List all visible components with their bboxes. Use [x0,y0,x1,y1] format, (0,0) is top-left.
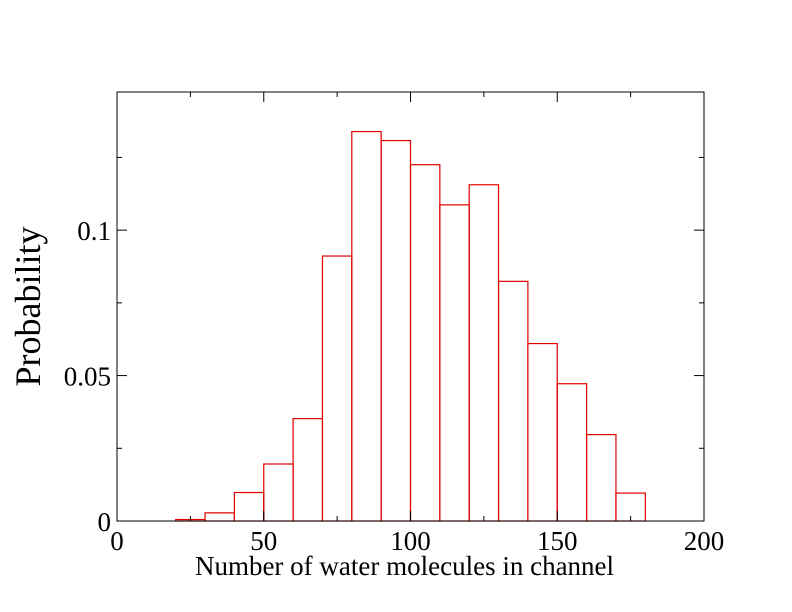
x-tick-label: 200 [684,526,725,556]
histogram-bar [380,139,412,522]
x-tick-label: 150 [537,526,578,556]
axis-ticks [116,92,705,522]
histogram-bars [175,130,646,522]
y-axis-title: Probability [8,227,48,387]
histogram-bar [527,342,558,522]
histogram-bar [321,255,353,522]
histogram-bar [585,434,617,522]
histogram-bar [468,184,500,522]
y-tick-label: 0.05 [64,362,111,392]
x-tick-label: 50 [250,526,277,556]
histogram-bar [439,204,470,522]
histogram-bar [233,491,265,522]
histogram-bar [409,164,441,522]
histogram-bar [556,383,588,522]
histogram-bar [351,130,382,522]
x-tick-label: 0 [110,526,124,556]
x-axis-title: Number of water molecules in channel [195,551,614,581]
x-tick-labels: 0 50 100 150 200 [110,526,724,556]
histogram-bar [292,418,324,522]
y-tick-label: 0.1 [77,216,111,246]
y-tick-label: 0 [98,507,112,537]
x-tick-label: 100 [390,526,431,556]
y-tick-labels: 0 0.05 0.1 [64,216,111,537]
histogram-bar [204,512,236,522]
histogram-bar [263,463,294,522]
histogram-bar [497,280,529,522]
